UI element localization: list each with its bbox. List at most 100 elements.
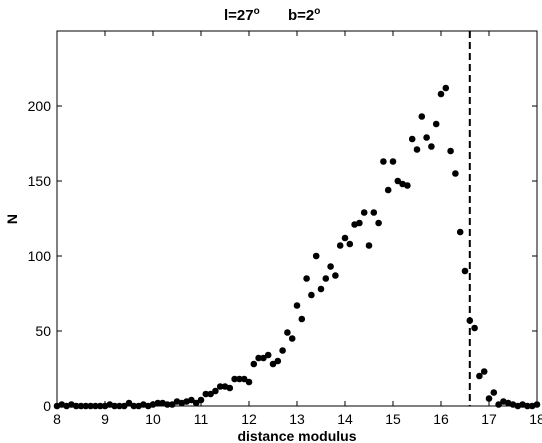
data-point [274, 357, 282, 365]
data-point [72, 402, 80, 410]
data-point [197, 396, 205, 404]
y-tick-label: 0 [43, 398, 51, 414]
x-tick-label: 11 [194, 411, 209, 427]
axis-ticks [56, 31, 538, 407]
data-point [202, 390, 210, 398]
data-point [360, 209, 368, 216]
data-point [485, 395, 493, 402]
data-point [164, 401, 171, 408]
data-point [308, 291, 315, 299]
data-point [236, 375, 243, 383]
data-point [111, 402, 118, 410]
data-point [452, 170, 459, 177]
data-point [442, 84, 450, 92]
data-point [408, 135, 416, 143]
x-tick-label: 12 [241, 411, 257, 427]
data-point [77, 402, 85, 410]
data-point [495, 401, 502, 408]
x-tick-label: 15 [385, 411, 401, 427]
data-point [293, 302, 301, 309]
x-axis-label: distance modulus [237, 428, 356, 443]
data-point [188, 396, 195, 404]
data-point [245, 378, 253, 386]
axis-tick-labels: 8 9 10 11 12 13 14 15 16 17 18 0 50 100 150 200 [28, 98, 542, 427]
chart-title-l-sup: o [254, 6, 260, 17]
y-tick-label: 200 [28, 98, 52, 114]
data-point [332, 272, 339, 279]
x-tick-label: 14 [337, 411, 353, 427]
data-point [125, 399, 133, 407]
data-point [317, 285, 325, 293]
data-point [480, 368, 488, 375]
data-point [216, 383, 224, 390]
data-point [336, 242, 344, 249]
data-point [423, 134, 430, 141]
data-point [456, 228, 464, 236]
data-point [380, 158, 387, 165]
data-point [207, 390, 214, 398]
chart-title-l: l=27o [224, 6, 260, 24]
data-point [490, 389, 498, 396]
data-point [432, 120, 440, 128]
y-axis-label: N [4, 214, 20, 224]
data-point [92, 402, 99, 410]
data-point [255, 354, 262, 362]
y-tick-label: 50 [35, 323, 51, 339]
data-point [346, 240, 354, 248]
chart-title-b-sup: o [314, 6, 320, 17]
data-point [341, 234, 349, 242]
data-point [476, 372, 483, 380]
x-tick-label: 9 [101, 411, 109, 427]
data-point [375, 219, 382, 227]
data-point [298, 315, 306, 323]
data-point [404, 182, 411, 189]
data-point [264, 351, 272, 359]
data-point [284, 329, 291, 336]
data-point [356, 219, 363, 227]
data-point [120, 402, 128, 410]
data-point [413, 146, 421, 153]
data-point [365, 242, 373, 249]
data-point [428, 143, 435, 150]
data-point [269, 360, 277, 368]
data-point [130, 402, 138, 410]
x-tick-label: 10 [145, 411, 161, 427]
data-point [226, 384, 234, 392]
x-tick-label: 17 [481, 411, 497, 427]
data-point [168, 401, 176, 408]
data-point [394, 177, 402, 185]
data-point [461, 267, 469, 275]
data-point [116, 402, 123, 410]
chart-title-b: b=2o [288, 6, 320, 24]
data-point [389, 158, 397, 165]
data-point [250, 360, 258, 368]
data-point [418, 113, 426, 120]
data-point [312, 252, 320, 260]
data-point [533, 401, 541, 408]
chart-title-b-text: b=2 [288, 7, 314, 24]
data-point [87, 402, 94, 410]
x-tick-label: 18 [529, 411, 542, 427]
y-tick-label: 150 [28, 173, 52, 189]
data-point [437, 90, 445, 98]
data-point [279, 347, 286, 354]
data-point [471, 324, 478, 332]
data-point [154, 399, 162, 407]
data-point [288, 335, 296, 342]
chart-title-l-text: l=27 [224, 7, 254, 24]
data-point [384, 186, 392, 194]
data-point [260, 354, 267, 362]
data-point [96, 402, 104, 410]
y-tick-label: 100 [28, 248, 52, 264]
data-point [327, 263, 334, 270]
data-point [303, 275, 310, 282]
x-tick-label: 8 [53, 411, 61, 427]
data-point [370, 209, 378, 216]
data-point [82, 402, 90, 410]
data-point [231, 375, 238, 383]
data-point [240, 375, 248, 383]
x-tick-label: 16 [433, 411, 449, 427]
data-points [53, 84, 541, 410]
data-point [447, 147, 454, 155]
